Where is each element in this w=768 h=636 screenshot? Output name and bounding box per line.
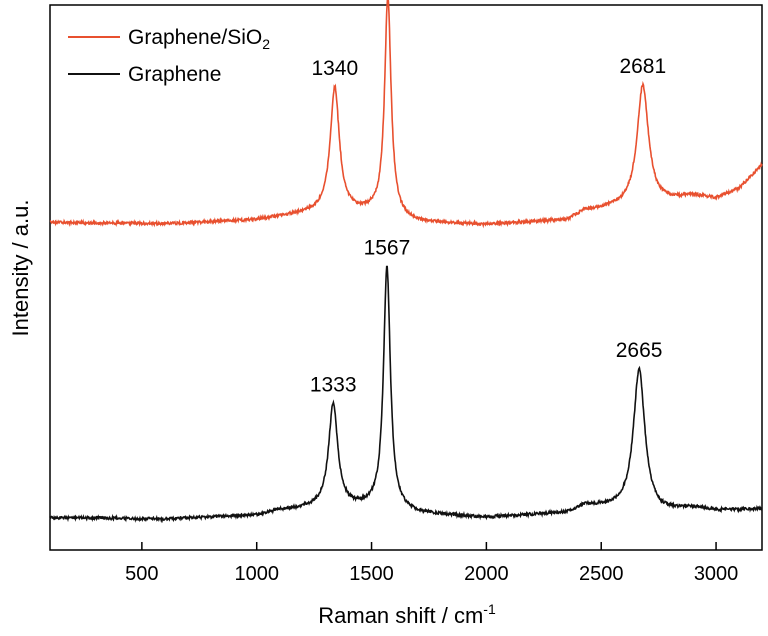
series-layer bbox=[49, 0, 763, 524]
y-axis-label: Intensity / a.u. bbox=[8, 200, 33, 337]
peak-labels: 134015712681133315672665 bbox=[310, 55, 666, 397]
x-tick-label-3000: 3000 bbox=[694, 563, 739, 585]
legend-label-0: Graphene/SiO2 bbox=[128, 26, 270, 52]
peak-label-1-1: 1567 bbox=[364, 236, 411, 259]
x-tick-label-500: 500 bbox=[125, 563, 158, 585]
peak-label-0-0: 1340 bbox=[311, 57, 358, 80]
x-tick-label-2500: 2500 bbox=[579, 563, 624, 585]
x-tick-label-1000: 1000 bbox=[234, 563, 279, 585]
x-axis-tick-labels: 500 1000 1500 2000 2500 3000 bbox=[125, 563, 738, 585]
series-line-1 bbox=[49, 265, 763, 524]
legend: Graphene/SiO2 Graphene bbox=[68, 26, 270, 86]
series-line-0 bbox=[49, 0, 763, 229]
x-axis-label-superscript: -1 bbox=[483, 601, 496, 617]
legend-label-1: Graphene bbox=[128, 63, 221, 86]
x-axis-label: Raman shift / cm-1 bbox=[318, 601, 496, 628]
plot-frame bbox=[49, 4, 763, 551]
x-tick-label-1500: 1500 bbox=[349, 563, 394, 585]
peak-label-0-2: 2681 bbox=[619, 55, 666, 78]
x-axis-ticks bbox=[141, 542, 717, 550]
peak-label-1-2: 2665 bbox=[616, 339, 663, 362]
x-tick-label-2000: 2000 bbox=[464, 563, 509, 585]
peak-label-1-0: 1333 bbox=[310, 373, 357, 396]
